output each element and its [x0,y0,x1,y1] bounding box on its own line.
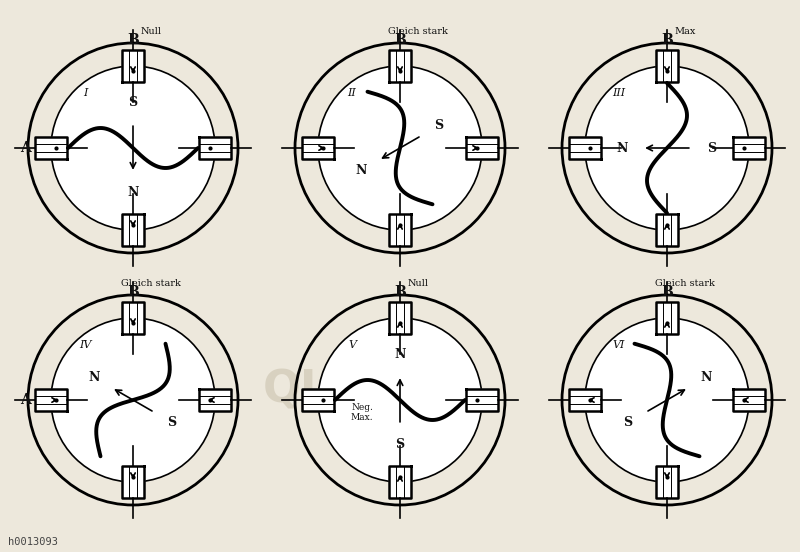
Circle shape [51,66,215,230]
Polygon shape [733,137,765,159]
Text: B: B [661,33,673,47]
Polygon shape [302,137,334,159]
Text: B: B [394,285,406,299]
Polygon shape [122,214,144,246]
Text: B: B [127,285,139,299]
Polygon shape [733,389,765,411]
Polygon shape [656,302,678,334]
Text: S: S [129,97,138,109]
Text: h0013093: h0013093 [8,537,58,547]
Polygon shape [302,389,334,411]
Text: Max: Max [674,26,696,35]
Text: Gleich stark: Gleich stark [388,26,448,35]
Text: B: B [661,285,673,299]
Polygon shape [122,50,144,82]
Polygon shape [389,214,411,246]
Text: IV: IV [79,340,91,350]
Text: III: III [613,88,626,98]
Polygon shape [389,50,411,82]
Text: S: S [623,416,633,429]
Text: N: N [394,348,406,362]
Polygon shape [122,302,144,334]
Text: Null: Null [407,279,429,288]
Text: Gleich stark: Gleich stark [121,279,181,288]
Text: A: A [20,141,30,155]
Polygon shape [199,137,231,159]
Text: VI: VI [613,340,625,350]
Text: QUAGGA: QUAGGA [262,369,478,411]
Text: S: S [167,416,177,429]
Text: S: S [434,119,443,132]
Circle shape [318,318,482,482]
Text: S: S [395,438,405,452]
Polygon shape [389,302,411,334]
Text: Gleich stark: Gleich stark [655,279,715,288]
Text: Max.: Max. [350,413,374,422]
Text: V: V [348,340,356,350]
Circle shape [51,318,215,482]
Text: N: N [355,164,366,177]
Polygon shape [35,389,67,411]
Polygon shape [656,214,678,246]
Polygon shape [569,137,601,159]
Polygon shape [466,389,498,411]
Text: S: S [707,141,717,155]
Text: Null: Null [141,26,162,35]
Polygon shape [656,50,678,82]
Text: N: N [700,371,712,384]
Text: N: N [88,371,100,384]
Text: UA: UA [586,369,654,411]
Circle shape [318,66,482,230]
Polygon shape [35,137,67,159]
Text: B: B [394,33,406,47]
Text: B: B [127,33,139,47]
Text: GGA: GGA [51,369,158,411]
Text: A: A [20,393,30,407]
Text: II: II [348,88,356,98]
Polygon shape [656,466,678,498]
Polygon shape [122,466,144,498]
Text: I: I [83,88,87,98]
Polygon shape [199,389,231,411]
Text: Neg.: Neg. [351,404,373,412]
Polygon shape [569,389,601,411]
Polygon shape [466,137,498,159]
Text: N: N [127,187,138,199]
Polygon shape [389,466,411,498]
Circle shape [585,66,749,230]
Text: N: N [616,141,628,155]
Circle shape [585,318,749,482]
